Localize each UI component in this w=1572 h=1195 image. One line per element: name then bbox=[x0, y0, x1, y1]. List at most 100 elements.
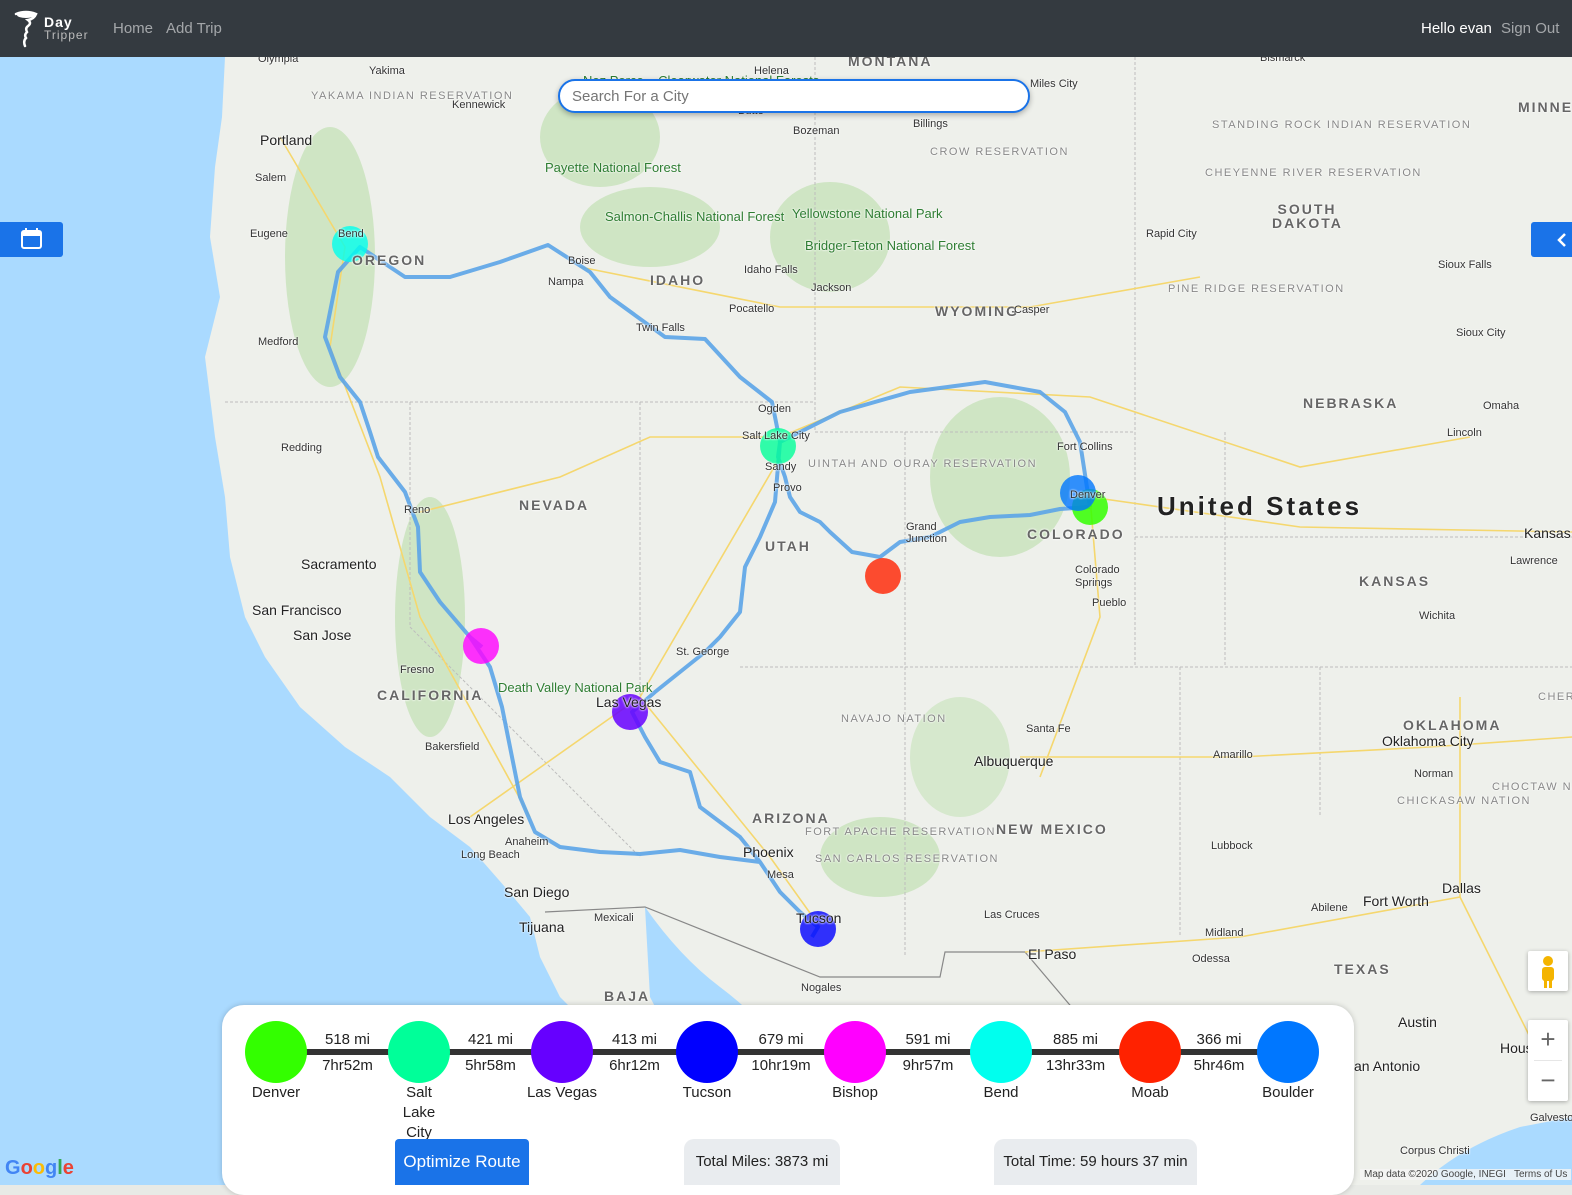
brand-name-tripper: Tripper bbox=[44, 28, 89, 42]
map-label-el-paso: El Paso bbox=[1028, 946, 1077, 962]
city-search-input[interactable] bbox=[558, 79, 1030, 113]
map-label-dallas: Dallas bbox=[1442, 880, 1481, 896]
map-label-bakersfield: Bakersfield bbox=[425, 741, 480, 753]
map-label-phoenix: Phoenix bbox=[743, 844, 794, 860]
map-label-cherokee: CHEROK NATIO bbox=[1538, 691, 1572, 703]
map-label-denver: Denver bbox=[1070, 489, 1106, 501]
stop-name-tucson: Tucson bbox=[682, 1084, 732, 1101]
map-label-midland: Midland bbox=[1205, 927, 1244, 939]
stop-marker-tucson[interactable] bbox=[676, 1021, 738, 1083]
map-label-united-states: United States bbox=[1157, 491, 1363, 521]
zoom-in-button[interactable]: + bbox=[1540, 1024, 1556, 1054]
stop-marker-bend[interactable] bbox=[970, 1021, 1032, 1083]
stop-marker-moab[interactable] bbox=[1119, 1021, 1181, 1083]
stop-marker-las-vegas[interactable] bbox=[531, 1021, 593, 1083]
map-label-long-beach: Long Beach bbox=[461, 849, 520, 861]
google-logo[interactable]: Google bbox=[5, 1157, 74, 1179]
map-label-reno: Reno bbox=[404, 504, 431, 516]
map-label-minnesota: MINNE bbox=[1518, 99, 1572, 115]
map[interactable]: Olympia Yakima YAKAMA INDIAN RESERVATION… bbox=[0, 57, 1572, 1185]
stop-name-salt-lake-city: Salt Lake City bbox=[402, 1084, 436, 1141]
stop-name-bishop: Bishop bbox=[832, 1084, 878, 1101]
nav-add-trip-link[interactable]: Add Trip bbox=[166, 20, 222, 37]
map-label-montana: MONTANA bbox=[848, 57, 933, 69]
map-label-oregon: OREGON bbox=[352, 252, 427, 268]
map-label-odessa: Odessa bbox=[1192, 953, 1230, 965]
map-label-albuquerque: Albuquerque bbox=[974, 753, 1054, 769]
map-label-nevada: NEVADA bbox=[519, 497, 590, 513]
brand[interactable]: Day Tripper bbox=[14, 10, 89, 48]
map-label-new-mexico: NEW MEXICO bbox=[996, 821, 1108, 837]
zoom-controls: + − bbox=[1528, 1020, 1568, 1101]
optimize-route-button[interactable]: Optimize Route bbox=[395, 1139, 529, 1185]
map-label-oklahoma-city: Oklahoma City bbox=[1382, 733, 1474, 749]
map-label-san-diego: San Diego bbox=[504, 884, 570, 900]
stop-marker-denver[interactable] bbox=[245, 1021, 307, 1083]
segment-duration: 7hr52m bbox=[322, 1057, 373, 1074]
map-label-sacramento: Sacramento bbox=[301, 556, 377, 572]
stop-name-boulder: Boulder bbox=[1262, 1084, 1314, 1101]
map-label-yellowstone: Yellowstone National Park bbox=[792, 206, 943, 221]
sidebar-toggle-button[interactable] bbox=[1531, 222, 1572, 257]
map-label-utah: UTAH bbox=[765, 538, 811, 554]
map-label-navajo: NAVAJO NATION bbox=[841, 713, 947, 725]
map-label-sioux-city: Sioux City bbox=[1456, 327, 1506, 339]
segment-distance: 885 mi bbox=[1052, 1031, 1099, 1048]
segment-duration: 13hr33m bbox=[1045, 1057, 1106, 1074]
sign-out-link[interactable]: Sign Out bbox=[1501, 20, 1560, 37]
map-label-galveston: Galvesto bbox=[1530, 1112, 1572, 1124]
navbar: Day Tripper Home Add Trip Hello evan Sig… bbox=[0, 0, 1572, 57]
segment-distance: 413 mi bbox=[611, 1031, 658, 1048]
tornado-logo-icon bbox=[14, 10, 38, 48]
stop-marker-bishop[interactable] bbox=[824, 1021, 886, 1083]
map-label-oklahoma: OKLAHOMA bbox=[1403, 717, 1502, 733]
map-label-helena: Helena bbox=[754, 65, 789, 77]
map-label-billings: Billings bbox=[913, 118, 948, 130]
nav-home-link[interactable]: Home bbox=[113, 20, 154, 37]
map-label-san-jose: San Jose bbox=[293, 627, 352, 643]
map-label-los-angeles: Los Angeles bbox=[448, 811, 525, 827]
stop-marker-salt-lake-city[interactable] bbox=[388, 1021, 450, 1083]
total-time-badge: Total Time: 59 hours 37 min bbox=[994, 1139, 1197, 1185]
segment-distance: 518 mi bbox=[324, 1031, 371, 1048]
segment-distance: 679 mi bbox=[758, 1031, 804, 1048]
map-label-pueblo: Pueblo bbox=[1092, 597, 1127, 609]
stop-name-moab: Moab bbox=[1131, 1084, 1169, 1101]
map-label-colorado: COLORADO bbox=[1027, 526, 1125, 542]
street-view-pegman[interactable] bbox=[1528, 951, 1568, 991]
map-label-payette: Payette National Forest bbox=[545, 160, 681, 175]
map-label-las-vegas: Las Vegas bbox=[596, 694, 662, 710]
pegman-icon bbox=[1542, 956, 1554, 988]
map-label-bridger-teton: Bridger-Teton National Forest bbox=[805, 238, 975, 253]
map-label-fort-collins: Fort Collins bbox=[1057, 441, 1113, 453]
map-label-santa-fe: Santa Fe bbox=[1026, 723, 1071, 735]
map-label-uintah: UINTAH AND OURAY RESERVATION bbox=[808, 458, 1038, 470]
map-label-standing-rock: STANDING ROCK INDIAN RESERVATION bbox=[1212, 119, 1472, 131]
map-label-san-francisco: San Francisco bbox=[252, 602, 342, 618]
map-label-st-george: St. George bbox=[676, 646, 730, 658]
map-label-salem: Salem bbox=[255, 172, 287, 184]
terms-of-use-link[interactable]: Terms of Us bbox=[1510, 1169, 1572, 1180]
map-label-lincoln: Lincoln bbox=[1447, 427, 1482, 439]
stop-name-las-vegas: Las Vegas bbox=[526, 1084, 598, 1101]
map-label-san-carlos: SAN CARLOS RESERVATION bbox=[815, 853, 999, 865]
stop-marker-boulder[interactable] bbox=[1257, 1021, 1319, 1083]
map-label-salmon-challis: Salmon-Challis National Forest bbox=[605, 209, 785, 224]
map-label-medford: Medford bbox=[258, 336, 299, 348]
map-label-austin: Austin bbox=[1398, 1014, 1437, 1030]
segment-duration: 6hr12m bbox=[609, 1057, 660, 1074]
map-label-twin-falls: Twin Falls bbox=[636, 322, 685, 334]
chevron-left-icon bbox=[1557, 233, 1566, 247]
calendar-button[interactable] bbox=[0, 222, 63, 257]
stop-name-bend: Bend bbox=[983, 1084, 1019, 1101]
map-label-provo: Provo bbox=[773, 482, 802, 494]
map-label-south-dakota: SOUTH DAKOTA bbox=[1272, 201, 1343, 231]
map-label-tucson: Tucson bbox=[796, 910, 842, 926]
map-label-texas: TEXAS bbox=[1334, 961, 1391, 977]
map-label-sioux-falls: Sioux Falls bbox=[1438, 259, 1492, 271]
map-label-colorado-springs: Colorado Springs bbox=[1075, 564, 1120, 589]
route-markers bbox=[332, 226, 1108, 947]
map-label-ogden: Ogden bbox=[758, 403, 792, 415]
zoom-out-button[interactable]: − bbox=[1540, 1065, 1556, 1095]
map-label-miles-city: Miles City bbox=[1030, 78, 1078, 90]
